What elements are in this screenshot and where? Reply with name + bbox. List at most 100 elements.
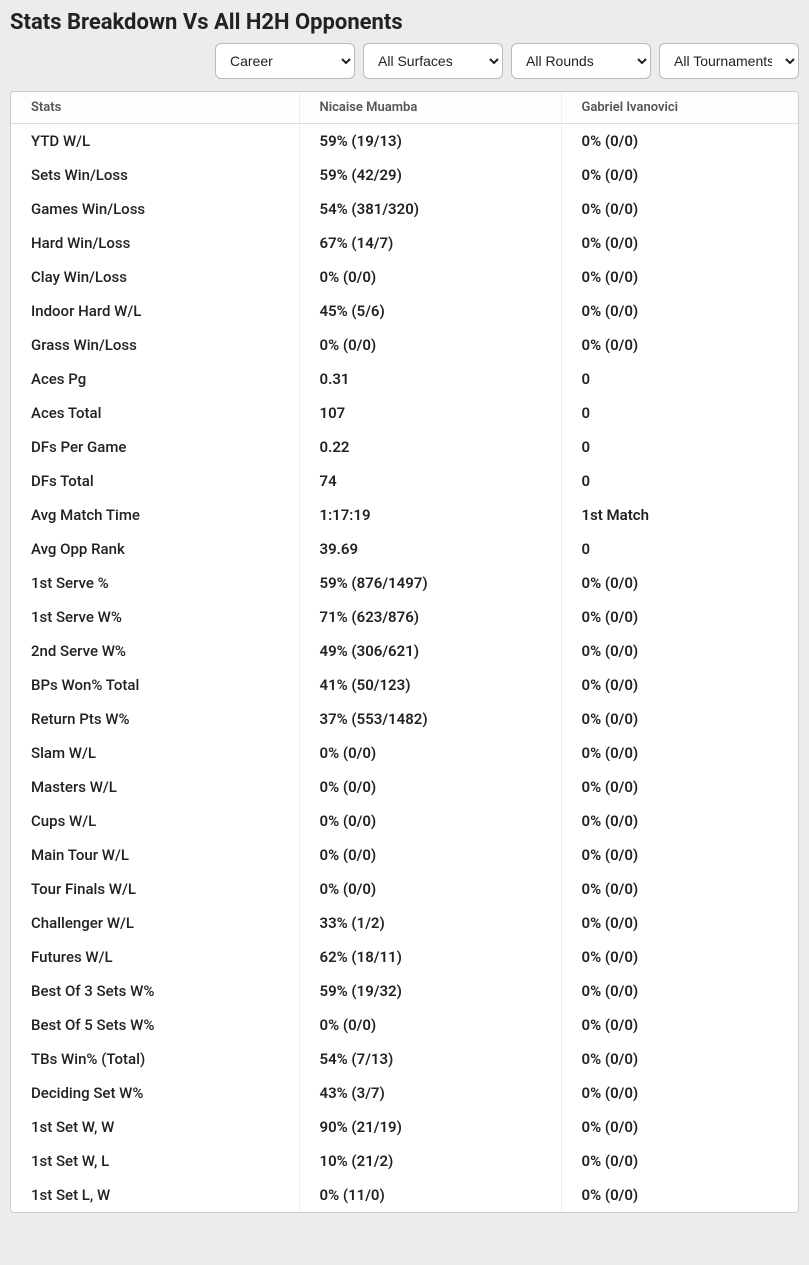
stat-name-cell: 1st Serve % <box>11 566 299 600</box>
player1-value-cell: 90% (21/19) <box>299 1110 561 1144</box>
page-title: Stats Breakdown Vs All H2H Opponents <box>0 0 809 43</box>
player2-value-cell: 0 <box>561 464 798 498</box>
stat-name-cell: 1st Set L, W <box>11 1178 299 1212</box>
table-row: DFs Per Game0.220 <box>11 430 798 464</box>
player2-value-cell: 0 <box>561 362 798 396</box>
player1-value-cell: 45% (5/6) <box>299 294 561 328</box>
stat-name-cell: Masters W/L <box>11 770 299 804</box>
table-row: Clay Win/Loss0% (0/0)0% (0/0) <box>11 260 798 294</box>
player1-value-cell: 54% (381/320) <box>299 192 561 226</box>
player1-value-cell: 54% (7/13) <box>299 1042 561 1076</box>
stat-name-cell: DFs Total <box>11 464 299 498</box>
table-row: Hard Win/Loss67% (14/7)0% (0/0) <box>11 226 798 260</box>
player2-value-cell: 0% (0/0) <box>561 566 798 600</box>
player1-value-cell: 0.31 <box>299 362 561 396</box>
player1-value-cell: 33% (1/2) <box>299 906 561 940</box>
stat-name-cell: Sets Win/Loss <box>11 158 299 192</box>
player2-value-cell: 0% (0/0) <box>561 940 798 974</box>
player1-value-cell: 0% (0/0) <box>299 872 561 906</box>
table-row: Aces Total1070 <box>11 396 798 430</box>
filter-surface[interactable]: All Surfaces <box>363 43 503 79</box>
table-row: Main Tour W/L0% (0/0)0% (0/0) <box>11 838 798 872</box>
col-header-player1: Nicaise Muamba <box>299 92 561 124</box>
player2-value-cell: 0% (0/0) <box>561 1008 798 1042</box>
player2-value-cell: 0 <box>561 430 798 464</box>
table-row: Grass Win/Loss0% (0/0)0% (0/0) <box>11 328 798 362</box>
stat-name-cell: DFs Per Game <box>11 430 299 464</box>
table-row: Avg Opp Rank39.690 <box>11 532 798 566</box>
player2-value-cell: 0% (0/0) <box>561 906 798 940</box>
player1-value-cell: 0.22 <box>299 430 561 464</box>
player1-value-cell: 0% (0/0) <box>299 328 561 362</box>
stat-name-cell: Best Of 5 Sets W% <box>11 1008 299 1042</box>
player2-value-cell: 0% (0/0) <box>561 838 798 872</box>
player1-value-cell: 0% (0/0) <box>299 1008 561 1042</box>
player1-value-cell: 59% (19/13) <box>299 124 561 159</box>
player2-value-cell: 0% (0/0) <box>561 736 798 770</box>
table-row: 1st Set W, W90% (21/19)0% (0/0) <box>11 1110 798 1144</box>
table-row: Avg Match Time1:17:191st Match <box>11 498 798 532</box>
player1-value-cell: 39.69 <box>299 532 561 566</box>
player2-value-cell: 0% (0/0) <box>561 668 798 702</box>
stat-name-cell: Aces Total <box>11 396 299 430</box>
player1-value-cell: 0% (0/0) <box>299 736 561 770</box>
table-header-row: Stats Nicaise Muamba Gabriel Ivanovici <box>11 92 798 124</box>
filter-tournament[interactable]: All Tournaments <box>659 43 799 79</box>
stat-name-cell: Challenger W/L <box>11 906 299 940</box>
stat-name-cell: Cups W/L <box>11 804 299 838</box>
stat-name-cell: Clay Win/Loss <box>11 260 299 294</box>
stat-name-cell: Best Of 3 Sets W% <box>11 974 299 1008</box>
table-row: Aces Pg0.310 <box>11 362 798 396</box>
filter-round[interactable]: All Rounds <box>511 43 651 79</box>
player1-value-cell: 1:17:19 <box>299 498 561 532</box>
player2-value-cell: 0% (0/0) <box>561 124 798 159</box>
player2-value-cell: 0% (0/0) <box>561 1178 798 1212</box>
stat-name-cell: 1st Set W, W <box>11 1110 299 1144</box>
table-row: Masters W/L0% (0/0)0% (0/0) <box>11 770 798 804</box>
table-row: Deciding Set W%43% (3/7)0% (0/0) <box>11 1076 798 1110</box>
stat-name-cell: YTD W/L <box>11 124 299 159</box>
player2-value-cell: 0% (0/0) <box>561 1076 798 1110</box>
table-row: 1st Set W, L10% (21/2)0% (0/0) <box>11 1144 798 1178</box>
table-row: Best Of 3 Sets W%59% (19/32)0% (0/0) <box>11 974 798 1008</box>
player1-value-cell: 37% (553/1482) <box>299 702 561 736</box>
stat-name-cell: Deciding Set W% <box>11 1076 299 1110</box>
player2-value-cell: 0% (0/0) <box>561 226 798 260</box>
stat-name-cell: Games Win/Loss <box>11 192 299 226</box>
table-row: Games Win/Loss54% (381/320)0% (0/0) <box>11 192 798 226</box>
player1-value-cell: 67% (14/7) <box>299 226 561 260</box>
stat-name-cell: 1st Serve W% <box>11 600 299 634</box>
player1-value-cell: 62% (18/11) <box>299 940 561 974</box>
player2-value-cell: 0% (0/0) <box>561 294 798 328</box>
stat-name-cell: Main Tour W/L <box>11 838 299 872</box>
stat-name-cell: 1st Set W, L <box>11 1144 299 1178</box>
table-row: Futures W/L62% (18/11)0% (0/0) <box>11 940 798 974</box>
player1-value-cell: 0% (0/0) <box>299 260 561 294</box>
stat-name-cell: Avg Match Time <box>11 498 299 532</box>
player1-value-cell: 59% (19/32) <box>299 974 561 1008</box>
player1-value-cell: 107 <box>299 396 561 430</box>
player1-value-cell: 71% (623/876) <box>299 600 561 634</box>
player1-value-cell: 59% (876/1497) <box>299 566 561 600</box>
stat-name-cell: Aces Pg <box>11 362 299 396</box>
player2-value-cell: 0% (0/0) <box>561 974 798 1008</box>
table-row: 1st Serve W%71% (623/876)0% (0/0) <box>11 600 798 634</box>
player2-value-cell: 0% (0/0) <box>561 1042 798 1076</box>
player1-value-cell: 41% (50/123) <box>299 668 561 702</box>
table-row: 2nd Serve W%49% (306/621)0% (0/0) <box>11 634 798 668</box>
table-row: YTD W/L59% (19/13)0% (0/0) <box>11 124 798 159</box>
table-row: DFs Total740 <box>11 464 798 498</box>
stat-name-cell: Hard Win/Loss <box>11 226 299 260</box>
table-row: 1st Set L, W0% (11/0)0% (0/0) <box>11 1178 798 1212</box>
table-row: Cups W/L0% (0/0)0% (0/0) <box>11 804 798 838</box>
player1-value-cell: 74 <box>299 464 561 498</box>
stat-name-cell: Tour Finals W/L <box>11 872 299 906</box>
filter-period[interactable]: Career <box>215 43 355 79</box>
player1-value-cell: 59% (42/29) <box>299 158 561 192</box>
stat-name-cell: Slam W/L <box>11 736 299 770</box>
player1-value-cell: 0% (11/0) <box>299 1178 561 1212</box>
col-header-player2: Gabriel Ivanovici <box>561 92 798 124</box>
stats-table: Stats Nicaise Muamba Gabriel Ivanovici Y… <box>11 92 798 1212</box>
stat-name-cell: BPs Won% Total <box>11 668 299 702</box>
table-row: TBs Win% (Total)54% (7/13)0% (0/0) <box>11 1042 798 1076</box>
